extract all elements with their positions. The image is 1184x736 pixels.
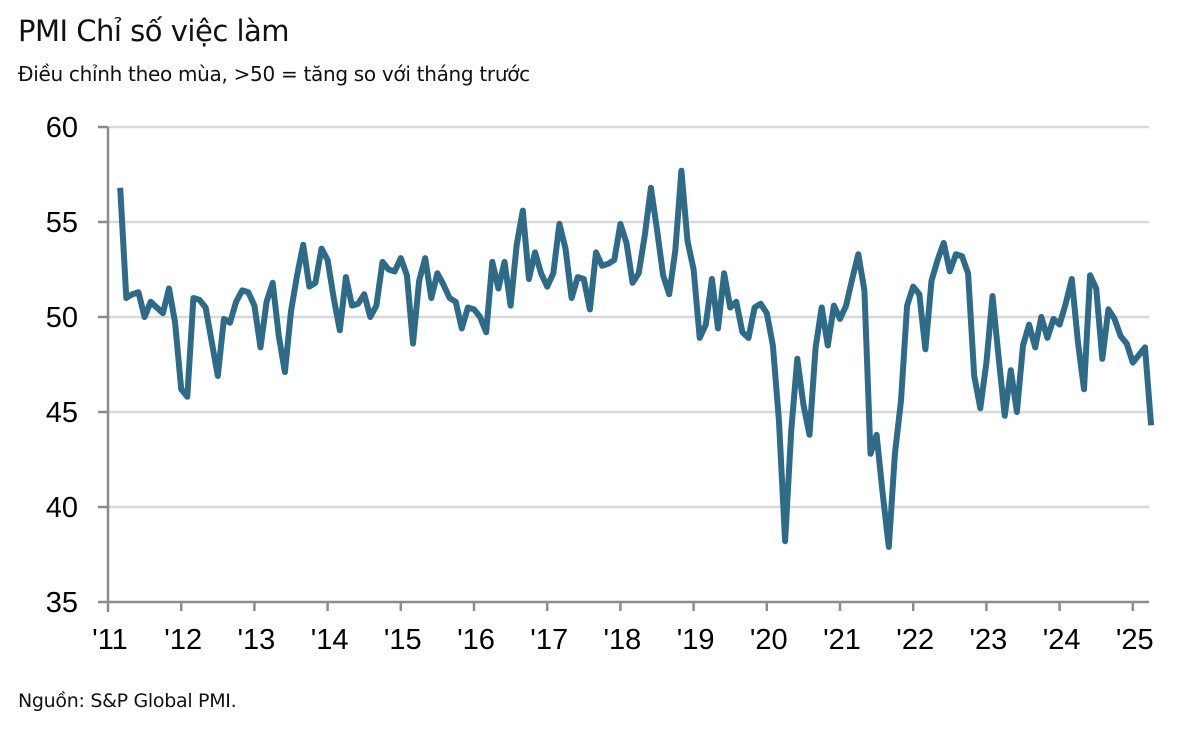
x-tick-label: '15	[384, 624, 422, 656]
x-tick-label: '19	[677, 624, 715, 656]
x-tick-label: '12	[164, 624, 202, 656]
chart-title: PMI Chỉ số việc làm	[18, 14, 290, 48]
y-tick-label: 55	[46, 207, 78, 239]
x-axis: '11 '12 '13 '14 '15 '16 '17 '18 '19 '20 '21 '22 '23 '…	[92, 600, 1154, 656]
y-tick-label: 35	[46, 587, 78, 619]
x-tick-label: '11	[92, 624, 128, 656]
x-tick-label: '25	[1116, 624, 1154, 656]
x-tick-label: '14	[311, 624, 349, 656]
chart-subtitle: Điều chỉnh theo mùa, >50 = tăng so với t…	[18, 62, 530, 86]
source-note: Nguồn: S&P Global PMI.	[18, 690, 237, 712]
x-tick-label: '22	[896, 624, 934, 656]
x-tick-label: '23	[970, 624, 1008, 656]
y-tick-label: 50	[46, 302, 78, 334]
gridlines	[108, 125, 1149, 509]
x-tick-label: '24	[1043, 624, 1081, 656]
x-tick-label: '16	[457, 624, 495, 656]
series-group	[117, 167, 1155, 550]
y-tick-label: 40	[46, 492, 78, 524]
y-tick-label: 45	[46, 397, 78, 429]
y-axis: 35 40 45 50 55 60	[46, 112, 110, 619]
x-tick-label: '20	[750, 624, 788, 656]
x-tick-label: '13	[238, 624, 276, 656]
series-line	[117, 167, 1155, 550]
y-tick-label: 60	[46, 112, 78, 144]
x-tick-label: '18	[604, 624, 642, 656]
x-tick-label: '21	[823, 624, 861, 656]
x-tick-label: '17	[530, 624, 568, 656]
